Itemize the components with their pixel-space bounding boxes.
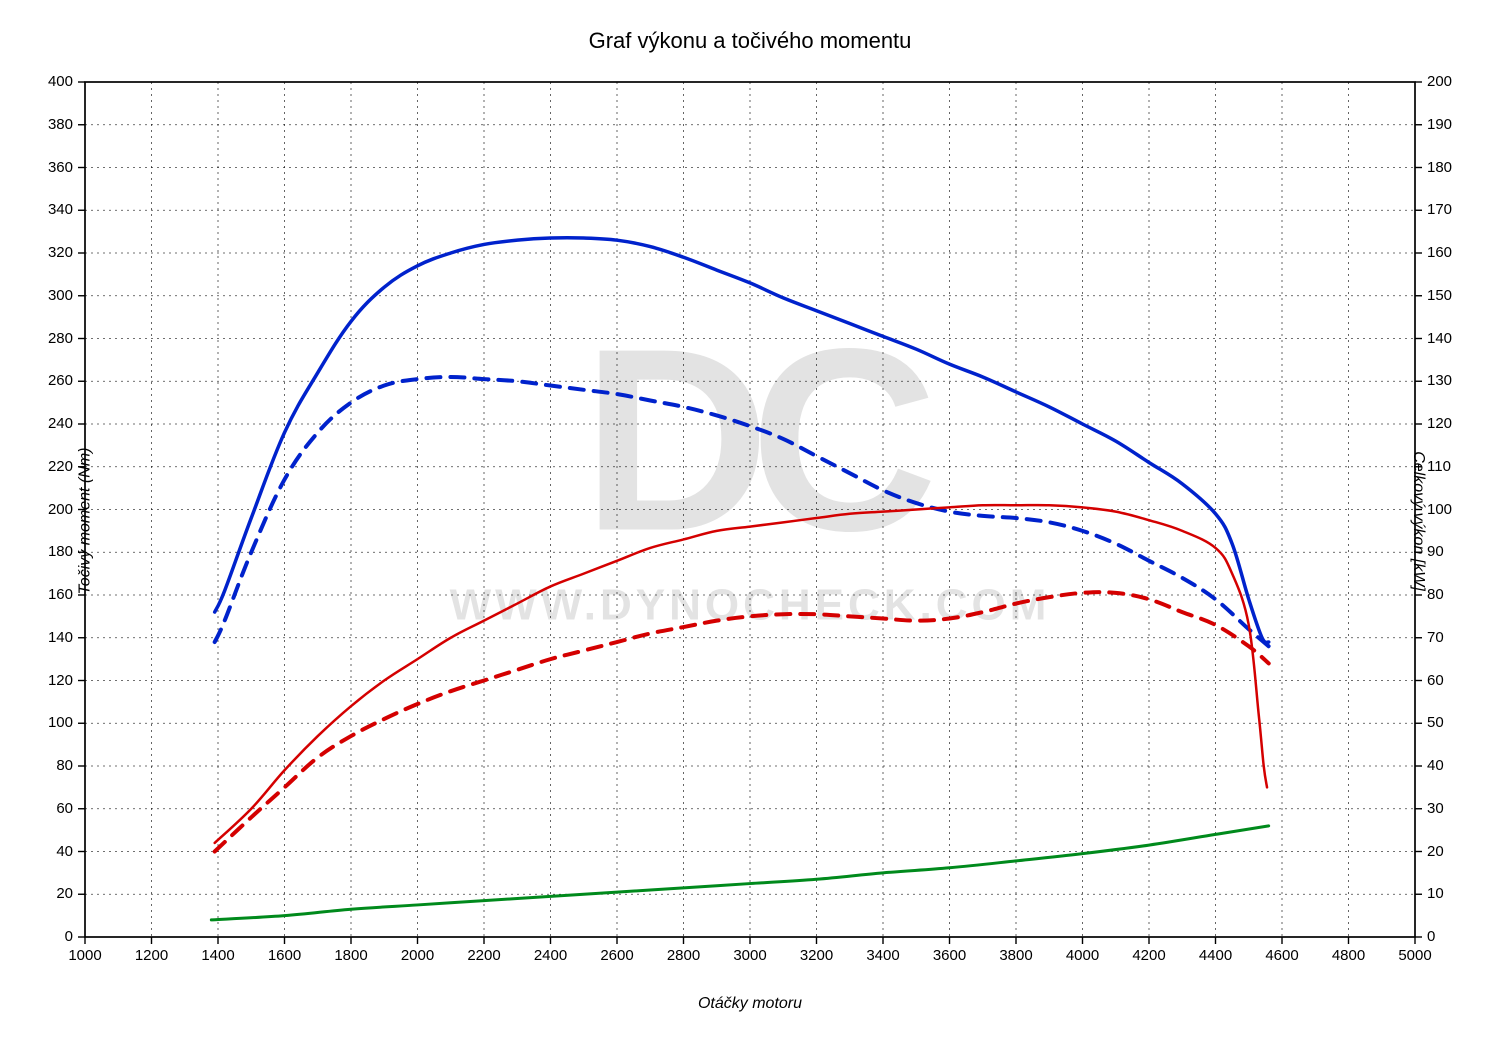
x-tick: 1200 — [135, 947, 168, 964]
y-left-tick: 340 — [48, 201, 73, 218]
chart-svg: DCWWW.DYNOCHECK.COM — [0, 0, 1500, 1041]
y-left-tick: 280 — [48, 330, 73, 347]
x-tick: 2800 — [667, 947, 700, 964]
y-right-tick: 180 — [1427, 159, 1452, 176]
y-left-tick: 0 — [65, 928, 73, 945]
y-right-tick: 0 — [1427, 928, 1435, 945]
y-left-tick: 60 — [56, 800, 73, 817]
y-right-tick: 190 — [1427, 116, 1452, 133]
y-left-tick: 260 — [48, 372, 73, 389]
series-loss_power — [211, 826, 1268, 920]
y-left-tick: 120 — [48, 672, 73, 689]
y-left-tick: 360 — [48, 159, 73, 176]
y-right-tick: 100 — [1427, 501, 1452, 518]
y-left-tick: 400 — [48, 73, 73, 90]
y-left-tick: 220 — [48, 458, 73, 475]
x-tick: 4200 — [1132, 947, 1165, 964]
y-right-tick: 160 — [1427, 244, 1452, 261]
y-right-tick: 110 — [1427, 458, 1451, 475]
y-right-axis-label: Celkový výkon [kW] — [1409, 451, 1427, 591]
x-tick: 3600 — [933, 947, 966, 964]
x-tick: 4600 — [1265, 947, 1298, 964]
series-power_stock — [215, 592, 1269, 851]
y-left-tick: 20 — [56, 885, 73, 902]
y-right-tick: 90 — [1427, 543, 1444, 560]
y-left-tick: 180 — [48, 543, 73, 560]
x-tick: 3800 — [999, 947, 1032, 964]
svg-text:DC: DC — [582, 296, 933, 586]
y-left-tick: 380 — [48, 116, 73, 133]
x-tick: 1400 — [201, 947, 234, 964]
x-tick: 4800 — [1332, 947, 1365, 964]
y-left-tick: 240 — [48, 415, 73, 432]
y-right-tick: 50 — [1427, 714, 1444, 731]
x-tick: 1600 — [268, 947, 301, 964]
x-tick: 3200 — [800, 947, 833, 964]
dyno-chart: Graf výkonu a točivého momentu DCWWW.DYN… — [0, 0, 1500, 1041]
x-tick: 5000 — [1398, 947, 1431, 964]
y-left-tick: 80 — [56, 757, 73, 774]
y-right-tick: 70 — [1427, 629, 1444, 646]
y-right-tick: 170 — [1427, 201, 1452, 218]
y-right-tick: 120 — [1427, 415, 1452, 432]
y-right-tick: 60 — [1427, 672, 1444, 689]
y-right-tick: 200 — [1427, 73, 1452, 90]
x-tick: 4400 — [1199, 947, 1232, 964]
x-tick: 1000 — [68, 947, 101, 964]
x-tick: 2200 — [467, 947, 500, 964]
y-left-tick: 300 — [48, 287, 73, 304]
x-tick: 4000 — [1066, 947, 1099, 964]
y-right-tick: 80 — [1427, 586, 1444, 603]
y-left-tick: 140 — [48, 629, 73, 646]
x-axis-label: Otáčky motoru — [0, 995, 1500, 1013]
y-left-tick: 160 — [48, 586, 73, 603]
x-tick: 1800 — [334, 947, 367, 964]
x-tick: 2000 — [401, 947, 434, 964]
x-tick: 2600 — [600, 947, 633, 964]
y-right-tick: 150 — [1427, 287, 1452, 304]
y-right-tick: 20 — [1427, 843, 1444, 860]
y-left-tick: 200 — [48, 501, 73, 518]
x-tick: 3000 — [733, 947, 766, 964]
y-left-tick: 100 — [48, 714, 73, 731]
y-right-tick: 140 — [1427, 330, 1452, 347]
y-right-tick: 40 — [1427, 757, 1444, 774]
y-left-tick: 40 — [56, 843, 73, 860]
y-right-tick: 10 — [1427, 885, 1444, 902]
x-tick: 3400 — [866, 947, 899, 964]
y-right-tick: 30 — [1427, 800, 1444, 817]
y-right-tick: 130 — [1427, 372, 1452, 389]
x-tick: 2400 — [534, 947, 567, 964]
y-left-tick: 320 — [48, 244, 73, 261]
y-left-axis-label: Točivý moment (Nm) — [76, 447, 94, 594]
